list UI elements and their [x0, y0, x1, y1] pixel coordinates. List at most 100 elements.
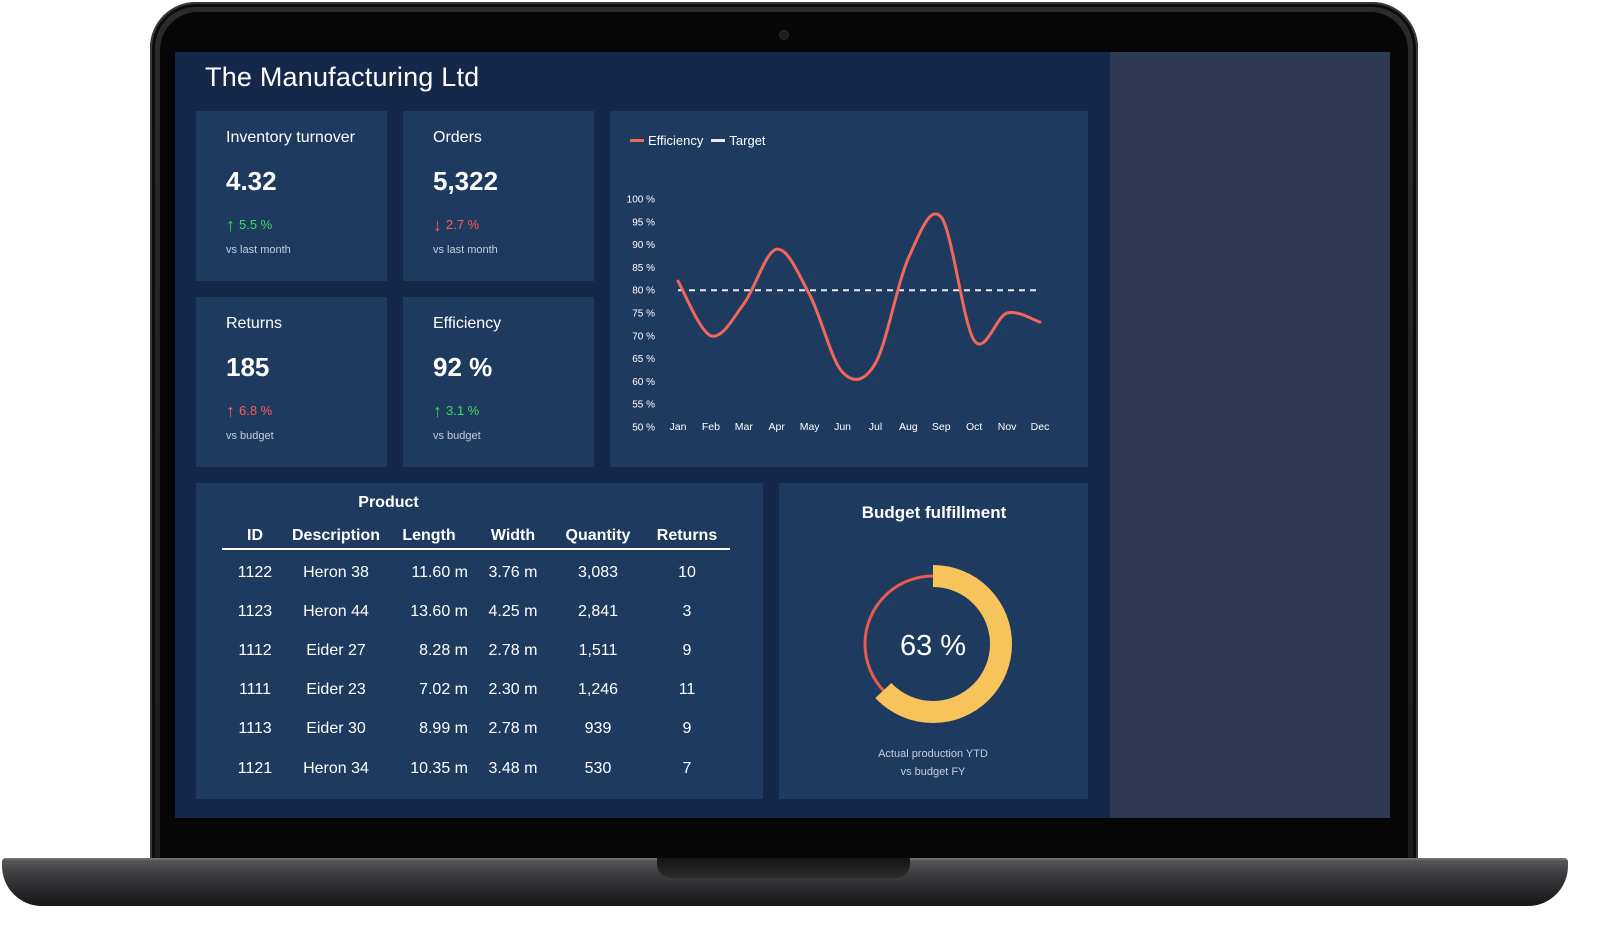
y-tick-label: 80 % [632, 286, 655, 297]
kpi-note: vs last month [226, 244, 291, 256]
kpi-label: Orders [433, 129, 482, 146]
cell-description: Eider 30 [306, 720, 366, 738]
x-tick-label: Sep [932, 421, 951, 433]
column-header-description[interactable]: Description [291, 526, 380, 544]
table-row[interactable]: 1122 Heron 38 11.60 m 3.76 m 3,083 10 [222, 553, 730, 592]
cell-width: 3.76 m [488, 563, 538, 581]
cell-returns: 7 [682, 759, 692, 777]
column-header-returns[interactable]: Returns [656, 526, 718, 544]
column-header-quantity[interactable]: Quantity [565, 526, 631, 544]
product-table-panel: Product ID Description Length Width Quan… [196, 483, 763, 799]
arrow-up-icon: ↑ [226, 400, 235, 421]
cell-id: 1121 [237, 759, 273, 777]
dashboard: The Manufacturing Ltd Inventory turnover… [175, 52, 1110, 818]
cell-length: 8.99 m [419, 720, 468, 738]
cell-quantity: 2,841 [577, 602, 619, 620]
x-tick-label: Aug [899, 421, 918, 433]
cell-quantity: 939 [584, 720, 612, 738]
x-tick-label: Mar [735, 421, 754, 433]
kpi-label: Inventory turnover [226, 129, 355, 146]
column-header-length[interactable]: Length [402, 526, 456, 544]
donut-fill-arc [854, 565, 1012, 723]
table-row[interactable]: 1112 Eider 27 8.28 m 2.78 m 1,511 9 [222, 631, 730, 670]
efficiency-series-line [676, 212, 1042, 381]
y-tick-label: 50 % [632, 423, 655, 434]
efficiency-line-chart: 100 % 95 % 90 % 85 % 80 % 75 % 70 % 65 % 60 % 55 … [627, 195, 1050, 434]
kpi-delta: ↑ 5.5 % [226, 216, 273, 234]
y-tick-label: 85 % [632, 263, 655, 274]
cell-length: 7.02 m [419, 681, 468, 699]
cell-id: 1112 [238, 641, 272, 659]
arrow-up-icon: ↑ [433, 400, 442, 421]
cell-quantity: 530 [584, 759, 612, 777]
y-tick-label: 95 % [632, 217, 655, 228]
x-tick-label: Nov [998, 421, 1017, 433]
webcam-icon [780, 31, 788, 39]
y-tick-label: 70 % [632, 331, 655, 342]
x-tick-label: Apr [769, 421, 786, 433]
kpi-value: 5,322 [433, 166, 499, 196]
cell-length: 8.28 m [419, 641, 468, 659]
budget-note-line2: vs budget FY [900, 766, 966, 778]
kpi-value: 185 [226, 352, 270, 382]
kpi-delta-value: 5.5 % [239, 217, 273, 232]
kpi-delta: ↑ 6.8 % [226, 400, 272, 421]
dashboard-title: The Manufacturing Ltd [205, 62, 480, 92]
cell-id: 1122 [237, 563, 273, 581]
kpi-delta-value: 3.1 % [446, 403, 480, 418]
kpi-card-returns[interactable]: Returns 185 ↑ 6.8 % vs budget [196, 297, 387, 467]
y-tick-label: 55 % [632, 400, 655, 411]
arrow-down-icon: ↓ [433, 214, 442, 235]
y-tick-label: 65 % [632, 354, 655, 365]
cell-width: 3.48 m [488, 759, 538, 777]
kpi-note: vs budget [433, 430, 481, 442]
chart-legend: Efficiency Target [630, 133, 766, 148]
kpi-delta: ↑ 3.1 % [433, 400, 480, 421]
kpi-card-inventory-turnover[interactable]: Inventory turnover 4.32 ↑ 5.5 % vs last … [196, 111, 387, 281]
x-tick-label: Jan [670, 421, 687, 433]
cell-width: 2.78 m [488, 720, 538, 738]
legend-swatch-target [711, 139, 726, 142]
table-header-row: ID Description Length Width Quantity Ret… [222, 523, 730, 550]
product-table: ID Description Length Width Quantity Ret… [222, 523, 730, 788]
x-tick-label: Feb [702, 421, 720, 433]
column-header-id[interactable]: ID [247, 526, 263, 544]
x-tick-label: Dec [1031, 421, 1050, 433]
cell-length: 10.35 m [410, 759, 468, 777]
cell-description: Eider 27 [306, 641, 366, 659]
cell-quantity: 3,083 [577, 563, 619, 581]
cell-id: 1123 [237, 602, 273, 620]
budget-note-line1: Actual production YTD [878, 748, 988, 760]
cell-length: 13.60 m [410, 602, 468, 620]
budget-title: Budget fulfillment [861, 503, 1007, 522]
table-row[interactable]: 1113 Eider 30 8.99 m 2.78 m 939 9 [222, 710, 730, 749]
column-header-width[interactable]: Width [490, 526, 536, 544]
cell-id: 1113 [238, 720, 272, 738]
kpi-card-efficiency[interactable]: Efficiency 92 % ↑ 3.1 % vs budget [403, 297, 594, 467]
x-tick-label: May [800, 421, 821, 433]
cell-id: 1111 [238, 681, 272, 699]
legend-swatch-efficiency [630, 139, 644, 142]
table-caption: Product [358, 494, 419, 511]
budget-donut-chart: 63 % [854, 565, 1012, 723]
cell-description: Eider 23 [306, 681, 366, 699]
table-row[interactable]: 1121 Heron 34 10.35 m 3.48 m 530 7 [222, 749, 730, 788]
cell-description: Heron 34 [303, 759, 369, 777]
table-row[interactable]: 1123 Heron 44 13.60 m 4.25 m 2,841 3 [222, 592, 730, 631]
kpi-card-orders[interactable]: Orders 5,322 ↓ 2.7 % vs last month [403, 111, 594, 281]
kpi-note: vs budget [226, 430, 274, 442]
kpi-label: Efficiency [433, 315, 502, 332]
y-tick-label: 100 % [627, 195, 655, 206]
table-row[interactable]: 1111 Eider 23 7.02 m 2.30 m 1,246 11 [222, 671, 730, 710]
cell-description: Heron 38 [303, 563, 369, 581]
kpi-value: 4.32 [226, 166, 277, 196]
y-tick-label: 60 % [632, 377, 655, 388]
cell-width: 2.30 m [488, 681, 538, 699]
cell-length: 11.60 m [411, 563, 468, 581]
legend-label-efficiency: Efficiency [648, 133, 704, 148]
cell-quantity: 1,511 [578, 641, 618, 659]
cell-width: 4.25 m [488, 602, 538, 620]
cell-description: Heron 44 [303, 602, 369, 620]
donut-value-label: 63 % [900, 630, 966, 662]
legend-label-target: Target [729, 133, 766, 148]
